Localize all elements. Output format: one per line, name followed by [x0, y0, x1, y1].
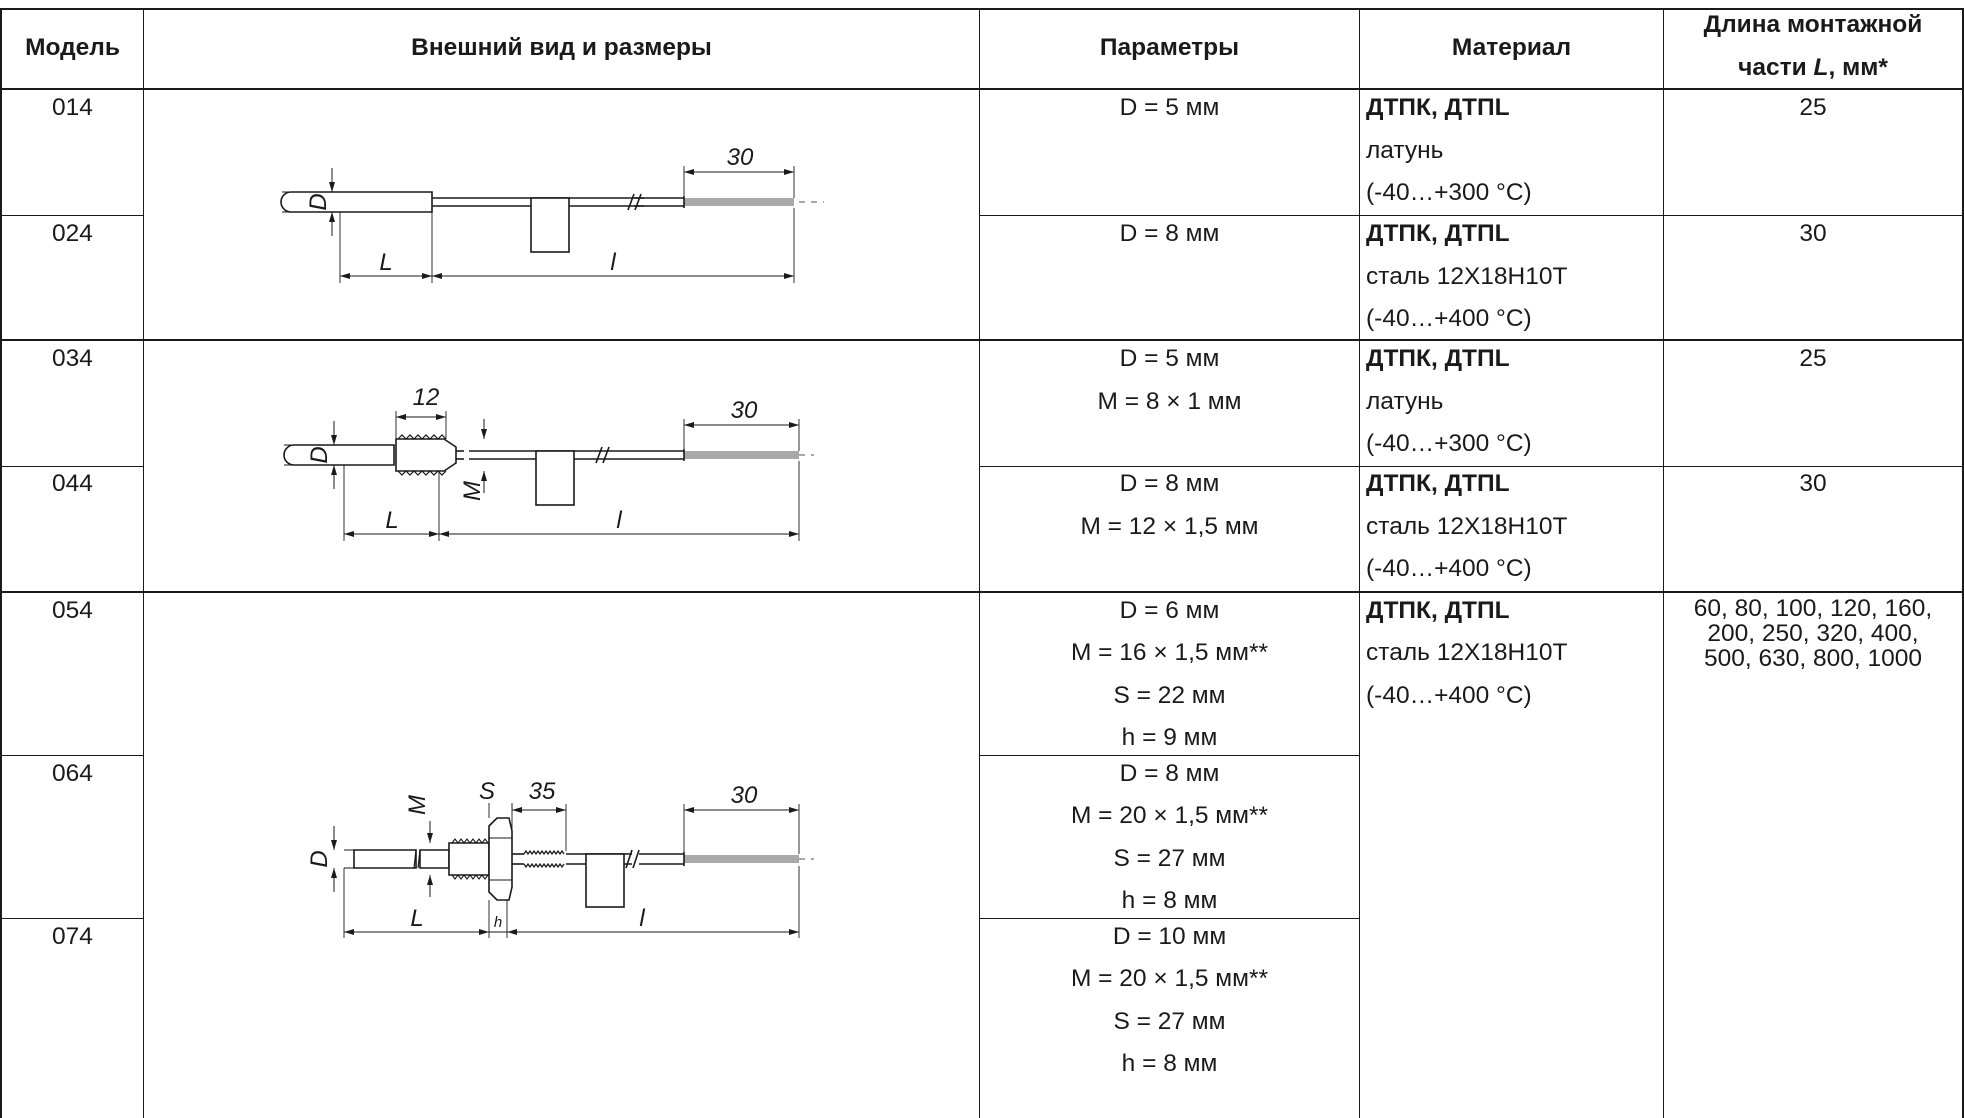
model-cell: 024: [52, 220, 93, 247]
param-line: S = 27 мм: [1113, 845, 1226, 872]
dim-m: M: [459, 481, 486, 501]
dim-d: D: [305, 193, 332, 210]
material-line: сталь 12Х18Н10Т: [1366, 513, 1568, 540]
param-line: M = 8 × 1 мм: [1097, 388, 1242, 415]
param-line: D = 5 мм: [1119, 345, 1220, 372]
material-line: (-40…+300 °C): [1366, 179, 1532, 206]
material-line: (-40…+400 °C): [1366, 682, 1532, 709]
param-line: D = 10 мм: [1112, 923, 1227, 950]
material-line: (-40…+300 °C): [1366, 430, 1532, 457]
param-line: D = 5 мм: [1119, 94, 1220, 121]
sensor-drawing-2: 12 30 D M L l: [283, 384, 814, 541]
material-line: латунь: [1366, 388, 1444, 415]
param-line: D = 6 мм: [1119, 597, 1220, 624]
param-line: S = 27 мм: [1113, 1008, 1226, 1035]
dim-l-mount: L: [410, 905, 423, 932]
param-line: M = 20 × 1,5 мм**: [1070, 965, 1269, 992]
length-value: 200, 250, 320, 400,: [1707, 620, 1919, 647]
dim-l-cable: l: [639, 905, 645, 932]
model-cell: 014: [52, 94, 93, 121]
param-line: D = 8 мм: [1119, 220, 1220, 247]
header-appearance: Внешний вид и размеры: [411, 34, 712, 61]
dim-s: S: [479, 778, 495, 805]
param-line: S = 22 мм: [1113, 682, 1226, 709]
material-line: сталь 12Х18Н10Т: [1366, 639, 1568, 666]
dim-30: 30: [731, 782, 758, 809]
sensor-drawing-1: 30 D L l: [280, 144, 824, 283]
dim-d: D: [306, 850, 333, 867]
dim-12: 12: [413, 384, 440, 411]
dim-35: 35: [529, 778, 556, 805]
header-material: Материал: [1451, 34, 1572, 61]
model-cell: 064: [52, 760, 93, 787]
material-line: сталь 12Х18Н10Т: [1366, 263, 1568, 290]
model-cell: 044: [52, 470, 93, 497]
dim-l-cable: l: [610, 249, 616, 276]
length-value: 25: [1799, 94, 1827, 121]
param-line: M = 12 × 1,5 мм: [1080, 513, 1259, 540]
param-line: h = 9 мм: [1121, 724, 1218, 751]
dim-30: 30: [731, 397, 758, 424]
param-line: M = 20 × 1,5 мм**: [1070, 802, 1269, 829]
material-title: ДТПК, ДТПL: [1366, 597, 1510, 624]
dim-h: h: [494, 914, 502, 931]
material-title: ДТПК, ДТПL: [1366, 94, 1510, 121]
length-value: 60, 80, 100, 120, 160,: [1693, 595, 1933, 622]
dim-l-mount: L: [385, 507, 398, 534]
header-model: Модель: [25, 34, 120, 61]
material-title: ДТПК, ДТПL: [1366, 345, 1510, 372]
header-length-line1: Длина монтажной: [1703, 11, 1923, 38]
param-line: h = 8 мм: [1121, 1050, 1218, 1077]
length-value: 500, 630, 800, 1000: [1704, 645, 1922, 672]
param-line: M = 16 × 1,5 мм**: [1070, 639, 1269, 666]
material-line: (-40…+400 °C): [1366, 305, 1532, 332]
length-value: 30: [1799, 220, 1827, 247]
param-line: D = 8 мм: [1119, 760, 1220, 787]
param-line: D = 8 мм: [1119, 470, 1220, 497]
model-cell: 034: [52, 345, 93, 372]
dim-m: M: [404, 795, 431, 815]
sensor-drawing-3: M S 35 30 D L h l: [306, 778, 814, 938]
header-parameters: Параметры: [1099, 34, 1240, 61]
length-value: 25: [1799, 345, 1827, 372]
material-line: (-40…+400 °C): [1366, 555, 1532, 582]
dim-30: 30: [727, 144, 754, 171]
model-cell: 054: [52, 597, 93, 624]
material-title: ДТПК, ДТПL: [1366, 220, 1510, 247]
dim-d: D: [306, 446, 333, 463]
param-line: h = 8 мм: [1121, 887, 1218, 914]
header-length-line2: части L, мм*: [1738, 54, 1888, 81]
material-title: ДТПК, ДТПL: [1366, 470, 1510, 497]
material-line: латунь: [1366, 137, 1444, 164]
dim-l-cable: l: [616, 507, 622, 534]
length-value: 30: [1799, 470, 1827, 497]
model-cell: 074: [52, 923, 93, 950]
dim-l-mount: L: [379, 249, 392, 276]
